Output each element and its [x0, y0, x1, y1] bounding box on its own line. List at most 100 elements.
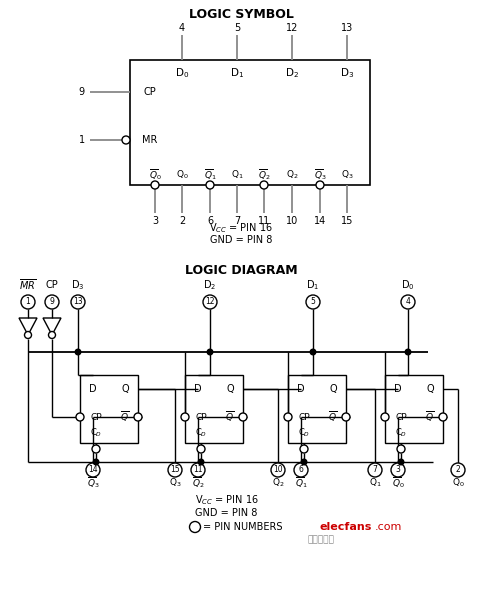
Bar — [80, 375, 138, 443]
Text: 3: 3 — [395, 466, 400, 475]
Circle shape — [305, 295, 319, 309]
Circle shape — [71, 295, 85, 309]
Text: V$_{CC}$ = PIN 16: V$_{CC}$ = PIN 16 — [194, 493, 258, 507]
Text: V$_{CC}$ = PIN 16: V$_{CC}$ = PIN 16 — [209, 221, 272, 235]
Text: .com: .com — [374, 522, 402, 532]
Text: D$_1$: D$_1$ — [306, 278, 319, 292]
Text: $\overline{Q}_2$: $\overline{Q}_2$ — [257, 168, 270, 182]
Circle shape — [397, 459, 403, 465]
Text: D$_0$: D$_0$ — [175, 66, 189, 80]
Circle shape — [45, 295, 59, 309]
Text: 15: 15 — [170, 466, 180, 475]
Text: Q: Q — [328, 384, 336, 394]
Bar — [185, 375, 242, 443]
Text: 4: 4 — [405, 298, 409, 306]
Circle shape — [189, 521, 200, 533]
Text: CP: CP — [298, 413, 309, 422]
Text: Q: Q — [121, 384, 129, 394]
Text: D: D — [297, 384, 304, 394]
Bar — [288, 375, 345, 443]
Circle shape — [93, 459, 98, 465]
Text: 7: 7 — [372, 466, 377, 475]
Text: C$_D$: C$_D$ — [90, 427, 102, 439]
Circle shape — [203, 295, 216, 309]
Circle shape — [191, 463, 204, 477]
Text: = PIN NUMBERS: = PIN NUMBERS — [203, 522, 282, 532]
Circle shape — [21, 295, 35, 309]
Text: 6: 6 — [206, 216, 213, 226]
Text: Q$_0$: Q$_0$ — [175, 169, 188, 181]
Text: MR: MR — [142, 135, 157, 145]
Text: Q$_2$: Q$_2$ — [271, 477, 284, 489]
Circle shape — [400, 295, 414, 309]
Text: Q$_3$: Q$_3$ — [340, 169, 353, 181]
Circle shape — [283, 413, 291, 421]
Text: CP: CP — [46, 280, 58, 290]
Text: D$_2$: D$_2$ — [285, 66, 299, 80]
Text: 14: 14 — [313, 216, 325, 226]
Circle shape — [380, 413, 388, 421]
Circle shape — [48, 332, 55, 338]
Circle shape — [180, 413, 189, 421]
Text: 3: 3 — [152, 216, 158, 226]
Text: CP: CP — [395, 413, 406, 422]
Circle shape — [270, 463, 285, 477]
Circle shape — [404, 349, 410, 355]
Text: D$_3$: D$_3$ — [339, 66, 353, 80]
Circle shape — [24, 332, 31, 338]
Text: $\overline{Q}_3$: $\overline{Q}_3$ — [86, 475, 99, 490]
Circle shape — [315, 181, 324, 189]
Circle shape — [450, 463, 464, 477]
Text: Q$_1$: Q$_1$ — [368, 477, 381, 489]
Circle shape — [300, 459, 306, 465]
Circle shape — [122, 136, 130, 144]
Circle shape — [207, 349, 212, 355]
Circle shape — [197, 445, 204, 453]
Text: 1: 1 — [25, 298, 30, 306]
Text: 12: 12 — [285, 23, 298, 33]
Text: D$_0$: D$_0$ — [400, 278, 414, 292]
Text: 10: 10 — [285, 216, 298, 226]
Text: 5: 5 — [310, 298, 315, 306]
Text: 11: 11 — [257, 216, 270, 226]
Circle shape — [198, 459, 204, 465]
Text: 电子发烧友: 电子发烧友 — [307, 536, 334, 544]
Text: 7: 7 — [233, 216, 240, 226]
Text: D: D — [394, 384, 401, 394]
Text: 11: 11 — [193, 466, 203, 475]
Circle shape — [92, 445, 100, 453]
Text: elecfans: elecfans — [319, 522, 372, 532]
Text: $\overline{Q}_2$: $\overline{Q}_2$ — [192, 475, 204, 490]
Text: Q$_3$: Q$_3$ — [168, 477, 181, 489]
Text: 10: 10 — [273, 466, 282, 475]
Text: CP: CP — [144, 87, 156, 97]
Circle shape — [341, 413, 349, 421]
Text: $\overline{MR}$: $\overline{MR}$ — [19, 278, 36, 292]
Text: $\overline{Q}_0$: $\overline{Q}_0$ — [148, 168, 161, 182]
Text: Q$_2$: Q$_2$ — [285, 169, 298, 181]
Circle shape — [76, 413, 84, 421]
Text: 13: 13 — [340, 23, 352, 33]
Circle shape — [239, 413, 247, 421]
Text: 1: 1 — [79, 135, 85, 145]
Text: GND = PIN 8: GND = PIN 8 — [209, 235, 272, 245]
Circle shape — [367, 463, 381, 477]
Circle shape — [134, 413, 142, 421]
Circle shape — [390, 463, 404, 477]
Text: $\overline{Q}$: $\overline{Q}$ — [425, 410, 433, 425]
Text: D: D — [89, 384, 96, 394]
Text: $\overline{Q}$: $\overline{Q}$ — [328, 410, 337, 425]
Text: D$_3$: D$_3$ — [71, 278, 84, 292]
Text: CP: CP — [90, 413, 102, 422]
Text: 15: 15 — [340, 216, 352, 226]
Text: GND = PIN 8: GND = PIN 8 — [194, 508, 257, 518]
Bar — [130, 60, 369, 185]
Circle shape — [300, 445, 307, 453]
Text: 5: 5 — [233, 23, 240, 33]
Text: C$_D$: C$_D$ — [297, 427, 310, 439]
Text: $\overline{Q}_1$: $\overline{Q}_1$ — [294, 475, 307, 490]
Text: 12: 12 — [205, 298, 214, 306]
Text: CP: CP — [195, 413, 206, 422]
Circle shape — [75, 349, 81, 355]
Text: Q$_0$: Q$_0$ — [451, 477, 463, 489]
